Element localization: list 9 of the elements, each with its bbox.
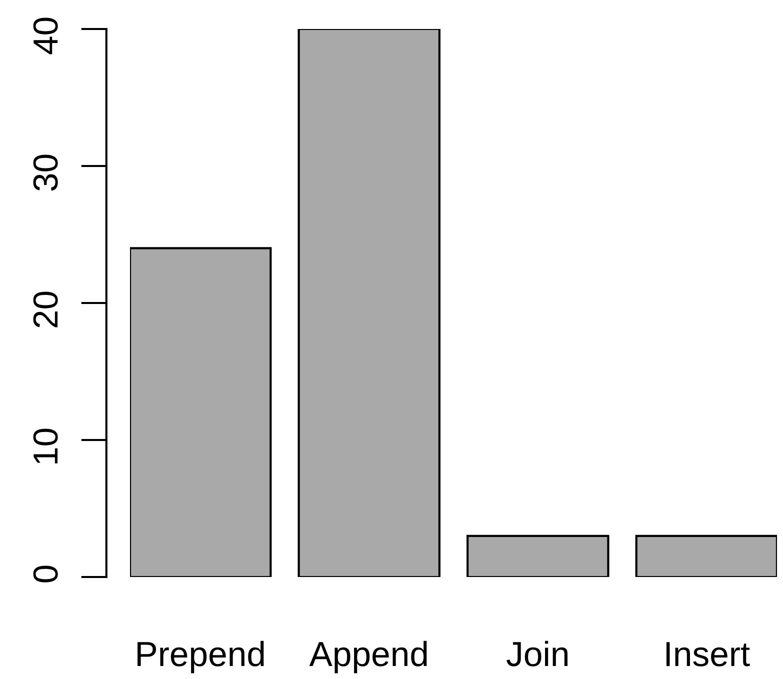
- x-tick-label: Append: [309, 640, 427, 674]
- y-tick-label: 10: [33, 428, 58, 464]
- x-tick-label: Insert: [666, 642, 750, 666]
- y-tick-label: 20: [33, 292, 58, 328]
- x-tick-label: Join: [506, 640, 568, 666]
- y-tick-label: 30: [33, 154, 58, 191]
- x-tick-label: Prepend: [138, 640, 264, 674]
- y-tick-label: 40: [33, 18, 58, 54]
- y-tick-label: 0: [33, 566, 58, 582]
